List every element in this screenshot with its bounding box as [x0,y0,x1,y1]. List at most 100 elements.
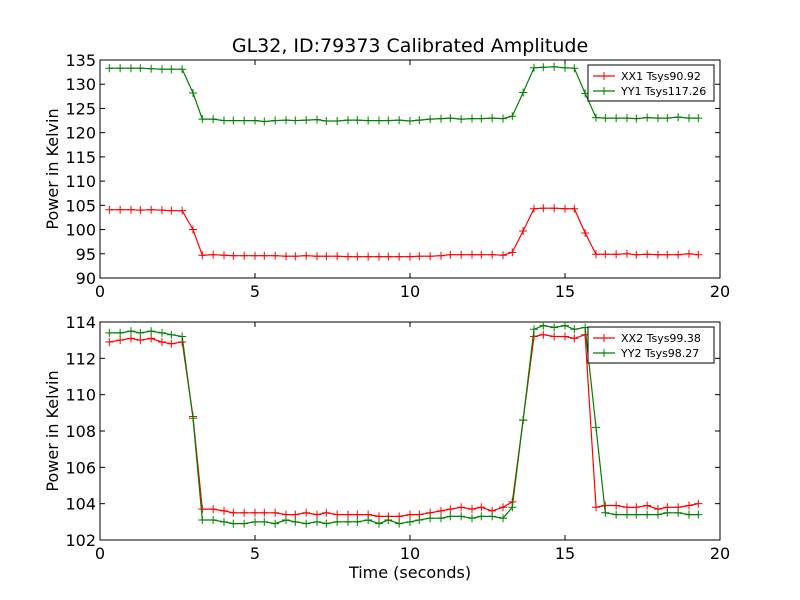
plot1-series-1-point [601,250,610,259]
plot2-series-1-point [116,336,125,345]
plot2-series-1-point [147,334,156,343]
plot1-series-1-point [260,251,269,260]
plot1-series-1-point [178,206,187,215]
plot2-series-2-point [251,517,259,526]
plot2-series-2-point [457,512,466,521]
plot2-series-2-point [364,516,373,525]
plot2-series-2-point [468,514,476,523]
plot1-y-tick-label: 130 [65,75,96,94]
plot2-series-2-point [260,517,269,526]
plot2-series-2-point [344,517,352,526]
plot2-series-1-point [477,503,486,512]
plot1-series-2-point [694,114,703,123]
plot1-series-2-point [426,115,435,124]
plot1-series-2-point [136,64,145,73]
plot1-series-2-point [643,113,652,122]
plot1-series-2-point [260,117,269,126]
plot1-series-1-point [167,206,176,215]
plot1-series-2-point [198,115,207,124]
plot2-series-1-point [229,508,238,517]
plot1-series-2-point [654,114,662,123]
plot1-x-tick-label: 0 [95,282,105,301]
plot2-y-tick-label: 106 [65,458,96,477]
plot1-series-1-point [694,250,703,259]
plot2-series-2-point [147,327,156,336]
plot2-series-2-point [415,516,424,525]
plot2-series-2-point [136,328,145,337]
plot1-series-2-line [109,66,699,123]
plot2-series-2-point [406,517,414,526]
plot1-series-1-point [654,250,662,259]
plot1-series-2-point [167,65,176,74]
plot1-series-2-point [623,114,631,123]
plot2-series-1-point [271,508,280,517]
plot2-series-2-point [291,517,300,526]
plot1-series-1-point [685,249,693,258]
plot2-x-axis-label: Time (seconds) [348,563,471,582]
plot1-series-2-point [592,113,600,122]
plot2-series-2-point [643,510,652,519]
plot1-series-2-point [302,116,311,125]
plot1-series-2-point [601,114,610,123]
plot1-series-1-point [499,251,507,260]
plot2-series-1-line [109,333,699,518]
plot2-series-1-point [395,512,404,521]
plot2-series-2-point [395,519,404,528]
plot2-series-2-point [116,328,125,337]
plot1-series-1-point [477,250,486,259]
plot1-series-1-point [158,206,166,215]
plot1-series-2-point [632,114,641,123]
plot2-series-2-point [282,516,290,525]
plot2-series-1-point [220,506,228,515]
plot2-y-tick-label: 108 [65,422,96,441]
plot1-series-1-point [147,205,156,214]
plot1-series-1-point [189,225,197,234]
plot2-series-2-point [612,510,621,519]
plot1-y-tick-label: 115 [65,148,96,167]
plot1-legend-box [587,64,715,102]
plot1-series-2-point [282,116,290,125]
plot2-series-2-point [685,510,693,519]
plot2-series-2-point [384,516,393,525]
plot1-y-tick-label: 120 [65,124,96,143]
plot2-series-2-point [508,503,517,512]
plot2-series-2-point [446,512,455,521]
plot1-series-1-point [519,227,528,236]
plot1-series-1-point [395,252,404,261]
plot2-y-tick-label: 112 [65,349,96,368]
plot1-x-tick-label: 15 [555,282,575,301]
plot1-series-1-point [623,249,631,258]
plot1-series-2-point [674,113,683,122]
plot2-series-1-point [643,501,652,510]
plot1-series-1-point [550,204,559,213]
plot2-series-2-point [623,510,631,519]
plot2-series-1-point [457,503,466,512]
plot2-series-1-point [209,505,218,514]
plot1-series-1-point [282,252,290,261]
plot2-series-2-point [437,514,445,523]
plot1-series-2-point [477,114,486,123]
plot2-series-1-point [353,510,362,519]
plot1-series-1-point [508,248,517,257]
plot1-series-1-point [116,205,125,214]
plot2-x-tick-label: 10 [400,544,420,563]
plot2-series-1-point [539,330,548,339]
plot2-series-1-point [632,503,641,512]
plot2-y-tick-label: 114 [65,313,96,332]
plot1-series-2-point [189,88,197,97]
plot2-legend-box [587,326,715,364]
plot2-series-1-point [694,499,703,508]
plot2-series-1-point [406,510,414,519]
plot2-series-1-point [322,508,331,517]
plot2-x-tick-label: 20 [710,544,730,563]
plot2-series-1-point [375,512,383,521]
plot1-y-tick-label: 95 [76,245,96,264]
plot2-series-2-point [240,519,249,528]
plot1-series-2-point [446,114,455,123]
plot1-series-1-point [446,250,455,259]
plot2-series-1-point [313,510,321,519]
plot1-series-2-point [437,114,445,123]
plot2-series-2-point [426,514,435,523]
plot1-series-2-point [344,116,352,125]
